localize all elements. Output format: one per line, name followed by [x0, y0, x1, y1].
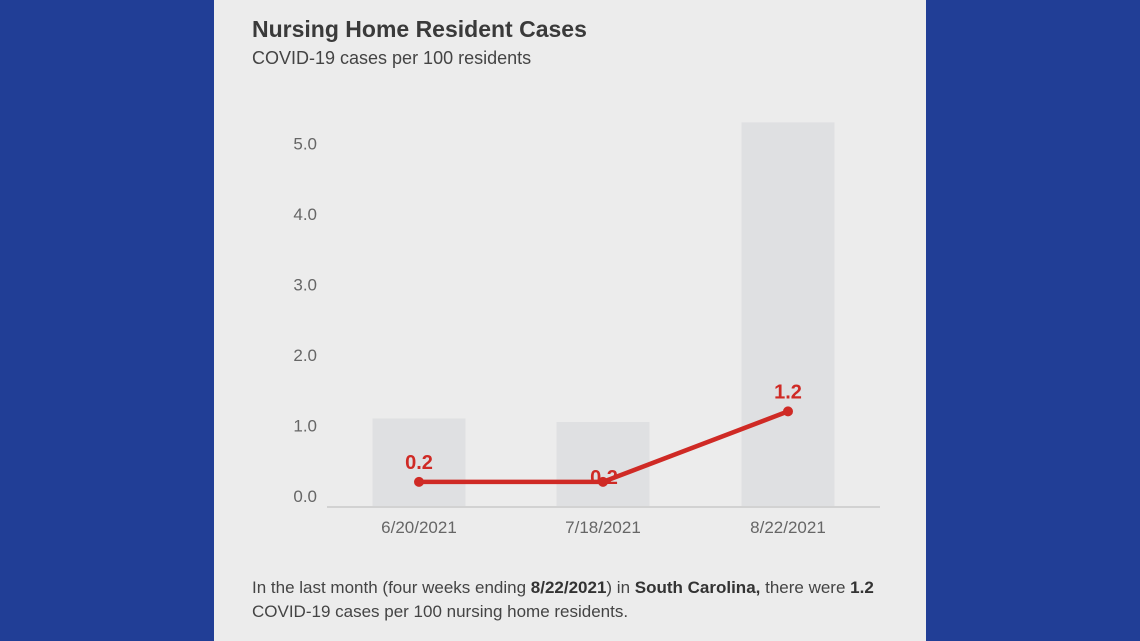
data-label: 1.2: [774, 381, 802, 403]
summary-part-4: COVID-19 cases per 100 nursing home resi…: [252, 602, 629, 621]
data-point: [783, 406, 793, 417]
summary-text: In the last month (four weeks ending 8/2…: [252, 576, 892, 624]
x-tick-label: 8/22/2021: [750, 518, 826, 537]
data-point: [414, 476, 424, 487]
chart-card: Nursing Home Resident Cases COVID-19 cas…: [214, 0, 926, 641]
summary-part-1: In the last month (four weeks ending: [252, 578, 531, 597]
x-tick-label: 6/20/2021: [381, 518, 457, 537]
line-chart: 0.0 1.0 2.0 3.0 4.0 5.0 6/20/2021 7/18/2021 8/22…: [293, 122, 880, 537]
y-tick-label: 3.0: [293, 276, 317, 295]
y-tick-label: 5.0: [293, 135, 317, 154]
data-label: 0.2: [405, 452, 433, 474]
y-tick-label: 0.0: [293, 487, 317, 506]
chart-subtitle: COVID-19 cases per 100 residents: [252, 48, 532, 68]
background-bar: [372, 418, 466, 506]
summary-date: 8/22/2021: [530, 578, 607, 597]
data-point: [598, 476, 608, 487]
x-tick-label: 7/18/2021: [565, 518, 641, 537]
y-tick-label: 4.0: [293, 205, 317, 224]
background-bar: [556, 421, 650, 506]
summary-state: South Carolina,: [634, 578, 761, 597]
summary-part-2: ) in: [606, 578, 635, 597]
y-tick-label: 2.0: [293, 346, 317, 365]
data-label: 0.2: [590, 467, 618, 489]
chart-title: Nursing Home Resident Cases: [252, 16, 587, 42]
summary-value: 1.2: [850, 578, 874, 597]
background-bar: [741, 122, 835, 506]
summary-part-3: there were: [760, 578, 851, 597]
y-tick-label: 1.0: [293, 417, 317, 436]
